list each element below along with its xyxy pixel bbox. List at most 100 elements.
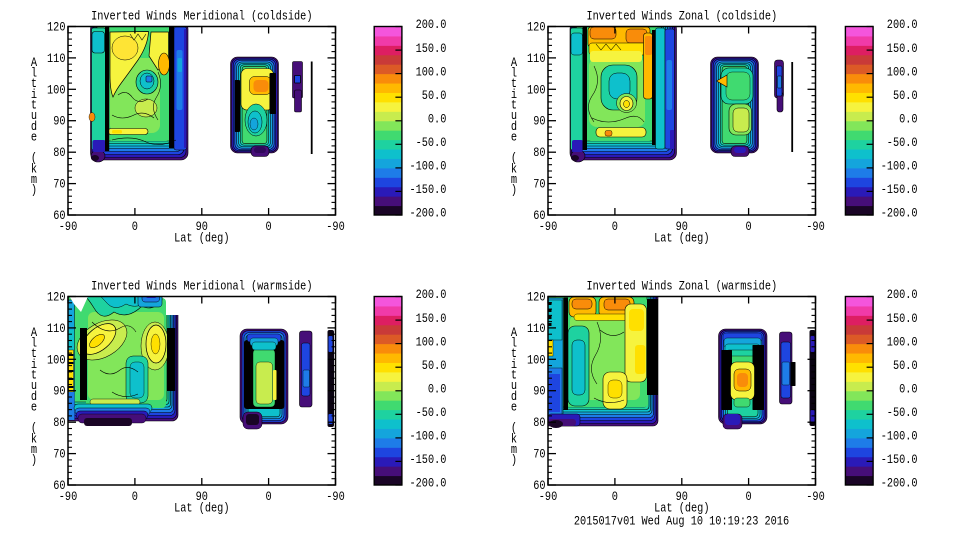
svg-text:-150.0: -150.0 <box>410 182 447 197</box>
svg-text:-100.0: -100.0 <box>881 159 918 174</box>
svg-text:): ) <box>511 183 517 198</box>
svg-text:(: ( <box>31 421 37 436</box>
svg-text:90: 90 <box>533 384 545 399</box>
svg-text:i: i <box>511 357 517 372</box>
svg-text:60: 60 <box>53 478 65 493</box>
svg-text:120: 120 <box>527 20 546 35</box>
svg-text:d: d <box>511 119 517 134</box>
svg-text:k: k <box>511 161 517 176</box>
svg-text:0.0: 0.0 <box>428 381 447 396</box>
svg-text:100: 100 <box>47 82 66 97</box>
svg-text:i: i <box>31 87 37 102</box>
svg-text:-200.0: -200.0 <box>410 206 447 221</box>
svg-text:120: 120 <box>47 290 66 305</box>
svg-text:-90: -90 <box>539 489 558 504</box>
svg-text:110: 110 <box>47 321 66 336</box>
svg-text:t: t <box>31 346 37 361</box>
svg-text:i: i <box>511 87 517 102</box>
svg-text:50.0: 50.0 <box>893 358 918 373</box>
svg-text:): ) <box>31 183 37 198</box>
svg-text:d: d <box>31 389 37 404</box>
svg-text:-200.0: -200.0 <box>881 476 918 491</box>
svg-text:200.0: 200.0 <box>416 17 447 32</box>
svg-text:2015017v01 Wed Aug 10 10:19:23: 2015017v01 Wed Aug 10 10:19:23 2016 <box>574 514 789 529</box>
svg-text:l: l <box>31 336 37 351</box>
svg-text:-150.0: -150.0 <box>410 452 447 467</box>
svg-text:100.0: 100.0 <box>416 64 447 79</box>
svg-text:t: t <box>511 97 517 112</box>
svg-text:Lat (deg): Lat (deg) <box>174 231 229 246</box>
svg-text:0: 0 <box>132 219 138 234</box>
svg-text:): ) <box>31 453 37 468</box>
svg-text:d: d <box>511 389 517 404</box>
svg-text:100.0: 100.0 <box>887 64 918 79</box>
svg-text:60: 60 <box>53 208 65 223</box>
svg-text:120: 120 <box>47 20 66 35</box>
svg-text:70: 70 <box>533 177 545 192</box>
svg-text:e: e <box>31 129 37 144</box>
svg-text:70: 70 <box>533 447 545 462</box>
svg-text:-90: -90 <box>806 489 825 504</box>
svg-text:150.0: 150.0 <box>887 311 918 326</box>
svg-text:-100.0: -100.0 <box>881 429 918 444</box>
svg-text:(: ( <box>31 151 37 166</box>
svg-text:l: l <box>511 336 517 351</box>
svg-text:t: t <box>31 76 37 91</box>
svg-text:-150.0: -150.0 <box>881 182 918 197</box>
svg-text:150.0: 150.0 <box>887 41 918 56</box>
svg-text:50.0: 50.0 <box>422 358 447 373</box>
svg-text:Lat (deg): Lat (deg) <box>654 231 709 246</box>
svg-text:A: A <box>31 325 37 340</box>
svg-text:Inverted Winds Zonal (warmside: Inverted Winds Zonal (warmside) <box>586 279 777 294</box>
svg-text:150.0: 150.0 <box>416 311 447 326</box>
svg-text:0: 0 <box>612 219 618 234</box>
svg-text:120: 120 <box>527 290 546 305</box>
svg-text:50.0: 50.0 <box>422 88 447 103</box>
svg-text:90: 90 <box>676 489 688 504</box>
svg-text:0: 0 <box>612 489 618 504</box>
svg-text:200.0: 200.0 <box>887 287 918 302</box>
svg-text:t: t <box>31 368 37 383</box>
svg-text:100: 100 <box>527 352 546 367</box>
svg-text:90: 90 <box>53 114 65 129</box>
svg-text:e: e <box>511 399 517 414</box>
svg-text:150.0: 150.0 <box>416 41 447 56</box>
svg-text:200.0: 200.0 <box>416 287 447 302</box>
svg-text:70: 70 <box>53 177 65 192</box>
svg-text:-90: -90 <box>539 219 558 234</box>
svg-text:e: e <box>511 129 517 144</box>
svg-text:Lat (deg): Lat (deg) <box>654 501 709 516</box>
svg-text:-150.0: -150.0 <box>881 452 918 467</box>
svg-text:90: 90 <box>196 219 208 234</box>
svg-text:80: 80 <box>533 415 545 430</box>
svg-text:-90: -90 <box>326 489 345 504</box>
svg-text:90: 90 <box>676 219 688 234</box>
svg-text:t: t <box>511 368 517 383</box>
svg-text:t: t <box>511 76 517 91</box>
svg-text:k: k <box>31 161 37 176</box>
svg-text:Inverted Winds Meridional (war: Inverted Winds Meridional (warmside) <box>91 279 312 294</box>
svg-text:0: 0 <box>746 489 752 504</box>
svg-text:200.0: 200.0 <box>887 17 918 32</box>
svg-text:-100.0: -100.0 <box>410 159 447 174</box>
svg-text:d: d <box>31 119 37 134</box>
svg-text:i: i <box>31 357 37 372</box>
svg-text:0: 0 <box>746 219 752 234</box>
svg-text:e: e <box>31 399 37 414</box>
svg-text:0: 0 <box>266 219 272 234</box>
svg-text:-200.0: -200.0 <box>881 206 918 221</box>
svg-text:0.0: 0.0 <box>899 112 918 127</box>
svg-text:100.0: 100.0 <box>887 334 918 349</box>
svg-text:100: 100 <box>527 82 546 97</box>
svg-text:0: 0 <box>266 489 272 504</box>
svg-text:70: 70 <box>53 447 65 462</box>
svg-text:0.0: 0.0 <box>428 112 447 127</box>
svg-text:110: 110 <box>527 51 546 66</box>
svg-text:m: m <box>31 442 37 457</box>
svg-text:0.0: 0.0 <box>899 381 918 396</box>
svg-text:u: u <box>511 378 517 393</box>
svg-text:A: A <box>31 55 37 70</box>
svg-text:-200.0: -200.0 <box>410 476 447 491</box>
svg-text:90: 90 <box>196 489 208 504</box>
svg-text:(: ( <box>511 151 517 166</box>
